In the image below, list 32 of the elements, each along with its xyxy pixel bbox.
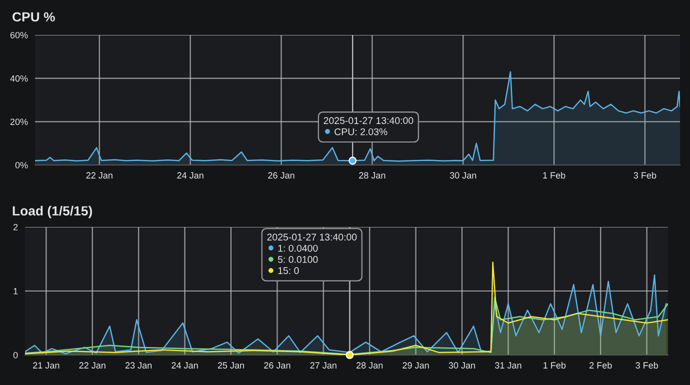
x-tick-label: 28 Jan [356, 362, 383, 369]
y-tick-label: 0% [15, 162, 28, 168]
x-tick-label: 29 Jan [402, 362, 429, 369]
y-tick-label: 1 [14, 288, 18, 294]
x-tick-label: 24 Jan [177, 172, 204, 179]
y-tick-label: 2 [13, 224, 18, 230]
y-tick-label: 60% [10, 32, 28, 38]
x-tick-label: 22 Jan [79, 362, 106, 369]
x-tick-label: 1 Feb [544, 362, 566, 369]
x-tick-label: 21 Jan [33, 362, 60, 369]
y-tick-label: 0 [13, 352, 18, 358]
x-tick-label: 22 Jan [86, 172, 112, 179]
x-tick-label: 3 Feb [636, 362, 658, 369]
x-tick-label: 2 Feb [590, 362, 612, 369]
x-tick-label: 31 Jan [495, 362, 522, 369]
y-tick-label: 40% [10, 75, 28, 82]
annotation: 2025-01-27 13:40:00 1: 0.0400 5: 0.0100 15: 0 [267, 234, 357, 274]
chart-title: Load (1/5/15) [12, 206, 92, 218]
x-tick-label: 25 Jan [218, 362, 244, 369]
x-tick-label: 26 Jan [268, 172, 294, 179]
x-tick-label: 26 Jan [264, 362, 290, 369]
x-tick-label: 24 Jan [172, 362, 198, 369]
y-tick-label: 20% [10, 118, 28, 126]
chart-title: CPU % [12, 12, 55, 22]
annotation: 2025-01-27 13:40:00 CPU: 2.03% [324, 117, 414, 136]
x-tick-label: 27 Jan [310, 362, 336, 369]
x-tick-label: 30 Jan [448, 362, 475, 369]
x-tick-label: 30 Jan [450, 172, 476, 179]
x-tick-label: 1 Feb [543, 172, 566, 179]
x-tick-label: 23 Jan [125, 362, 152, 369]
x-tick-label: 3 Feb [634, 172, 656, 179]
x-tick-label: 28 Jan [359, 172, 386, 179]
